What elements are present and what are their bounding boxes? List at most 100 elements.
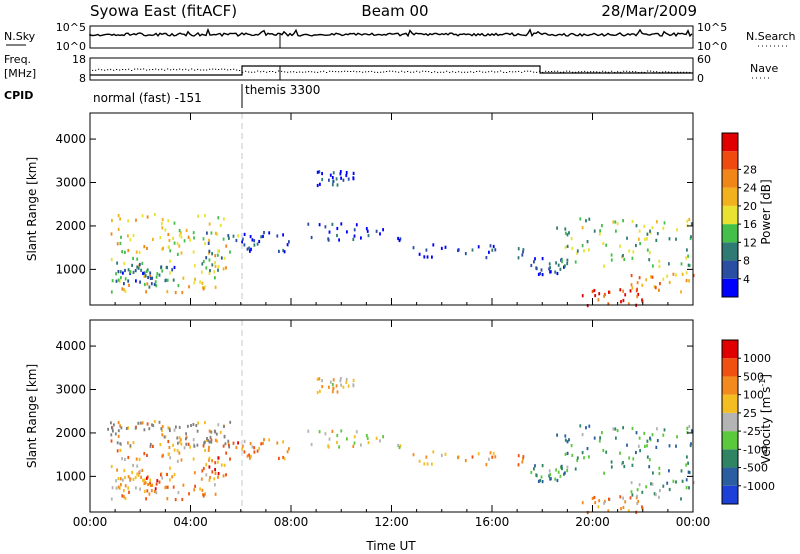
scatter-cell <box>397 443 399 448</box>
scatter-cell <box>662 277 665 281</box>
scatter-cell <box>659 489 661 493</box>
scatter-cell <box>318 170 321 174</box>
scatter-cell <box>177 441 179 445</box>
scatter-cell <box>685 486 688 490</box>
scatter-cell <box>581 501 584 505</box>
scatter-cell <box>168 238 171 243</box>
scatter-cell <box>132 441 135 445</box>
scatter-cell <box>635 243 637 248</box>
scatter-cell <box>193 471 196 475</box>
scatter-cell <box>204 214 206 218</box>
nave-label: Nave <box>750 62 778 75</box>
scatter-cell <box>185 437 187 441</box>
scatter-cell <box>120 483 122 487</box>
scatter-cell <box>620 300 622 304</box>
scatter-cell <box>638 436 641 440</box>
scatter-cell <box>638 483 641 487</box>
scatter-cell <box>141 214 144 218</box>
scatter-cell <box>594 294 597 298</box>
scatter-cell <box>535 266 538 270</box>
scatter-cell <box>631 493 634 497</box>
colorbar-swatch <box>722 394 738 413</box>
scatter-cell <box>268 231 271 235</box>
scatter-cell <box>576 456 579 460</box>
scatter-cell <box>648 458 651 462</box>
station-title: Syowa East (fitACF) <box>90 2 237 20</box>
scatter-cell <box>339 379 342 383</box>
scatter-cell <box>615 229 617 233</box>
scatter-cell <box>646 232 649 236</box>
scatter-cell <box>541 257 544 261</box>
scatter-cell <box>593 288 596 293</box>
scatter-cell <box>423 255 426 259</box>
velocity-scatter-cells <box>107 377 695 515</box>
scatter-cell <box>168 445 171 450</box>
scatter-cell <box>336 440 338 445</box>
scatter-cell <box>216 232 219 236</box>
scatter-cell <box>331 390 334 394</box>
scatter-cell <box>232 441 235 445</box>
scatter-cell <box>347 384 350 388</box>
scatter-cell <box>342 178 345 182</box>
scatter-cell <box>622 426 624 430</box>
scatter-cell <box>662 226 665 230</box>
scatter-cell <box>346 437 348 441</box>
scatter-cell <box>672 479 675 483</box>
scatter-cell <box>464 252 467 256</box>
scatter-cell <box>321 379 323 383</box>
scatter-cell <box>353 435 356 439</box>
nave-right-tick-top: 60 <box>697 53 711 66</box>
scatter-cell <box>636 287 638 291</box>
scatter-cell <box>149 483 152 487</box>
scatter-cell <box>360 443 362 447</box>
scatter-cell <box>685 256 688 260</box>
scatter-cell <box>353 441 356 445</box>
scatter-cell <box>144 274 147 278</box>
scatter-cell <box>599 229 601 233</box>
scatter-cell <box>200 477 203 481</box>
scatter-cell <box>209 435 212 439</box>
scatter-cell <box>352 378 355 382</box>
scatter-cell <box>658 466 661 470</box>
scatter-cell <box>217 216 220 220</box>
scatter-cell <box>586 240 589 244</box>
scatter-cell <box>127 486 130 490</box>
scatter-cell <box>591 496 594 501</box>
scatter-cell <box>622 219 624 223</box>
scatter-cell <box>690 222 693 226</box>
scatter-cell <box>655 238 658 242</box>
scatter-cell <box>124 277 127 281</box>
cpid-label: CPID <box>4 89 33 102</box>
colorbar-swatch <box>722 449 738 468</box>
scatter-cell <box>167 426 170 430</box>
scatter-cell <box>340 383 342 387</box>
scatter-cell <box>207 448 210 452</box>
y-tick-label: 1000 <box>55 469 86 483</box>
scatter-cell <box>241 237 244 241</box>
scatter-cell <box>111 279 114 283</box>
scatter-cell <box>204 421 206 425</box>
scatter-cell <box>214 483 216 487</box>
scatter-cell <box>149 442 152 446</box>
scatter-cell <box>166 497 169 501</box>
scatter-cell <box>127 234 129 238</box>
scatter-cell <box>195 424 198 427</box>
scatter-cell <box>150 282 153 286</box>
scatter-cell <box>517 454 520 458</box>
scatter-cell <box>692 273 695 278</box>
x-tick-label: 20:00 <box>575 515 610 529</box>
x-tick-label: 16:00 <box>475 515 510 529</box>
scatter-cell <box>121 287 124 291</box>
scatter-cell <box>173 448 176 452</box>
scatter-cell <box>563 265 565 269</box>
scatter-cell <box>412 453 415 457</box>
scatter-cell <box>216 460 219 464</box>
scatter-cell <box>549 473 551 477</box>
scatter-cell <box>121 250 123 254</box>
scatter-cell <box>588 424 591 428</box>
scatter-cell <box>610 253 613 257</box>
scatter-cell <box>173 241 176 245</box>
y-tick-label: 4000 <box>55 339 86 353</box>
scatter-cell <box>585 426 587 430</box>
scatter-cell <box>549 270 551 274</box>
